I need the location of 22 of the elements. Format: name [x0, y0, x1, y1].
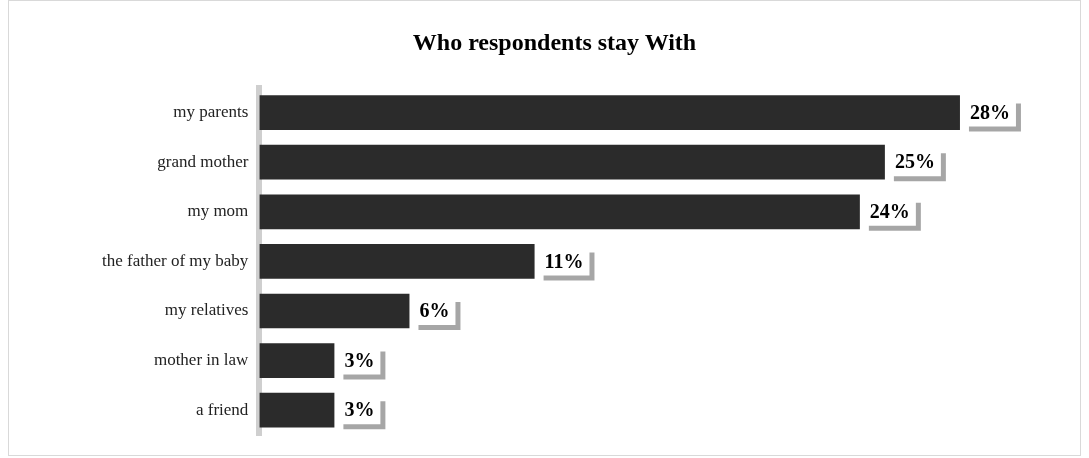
bar: [259, 244, 535, 279]
data-label: 24%: [869, 199, 910, 222]
data-label: 25%: [894, 150, 935, 173]
data-label: 3%: [344, 398, 375, 421]
y-tick-label: the father of my baby: [101, 250, 249, 270]
y-tick-label: mother in law: [153, 350, 250, 370]
data-label: 3%: [344, 348, 375, 371]
bar: [259, 392, 335, 428]
bar: [259, 343, 335, 378]
y-tick-label: grand mother: [157, 151, 249, 171]
y-tick-label: my relatives: [164, 300, 249, 320]
data-label: 11%: [544, 249, 584, 272]
bar: [259, 144, 885, 180]
chart-title: Who respondents stay With: [412, 28, 697, 55]
data-label: 28%: [969, 100, 1010, 123]
data-label: 6%: [419, 299, 450, 322]
bar: [259, 95, 960, 130]
bar: [259, 194, 860, 230]
y-tick-label: a friend: [195, 399, 249, 419]
y-tick-label: my mom: [187, 201, 249, 221]
bar: [259, 293, 410, 329]
y-tick-label: my parents: [173, 102, 249, 122]
